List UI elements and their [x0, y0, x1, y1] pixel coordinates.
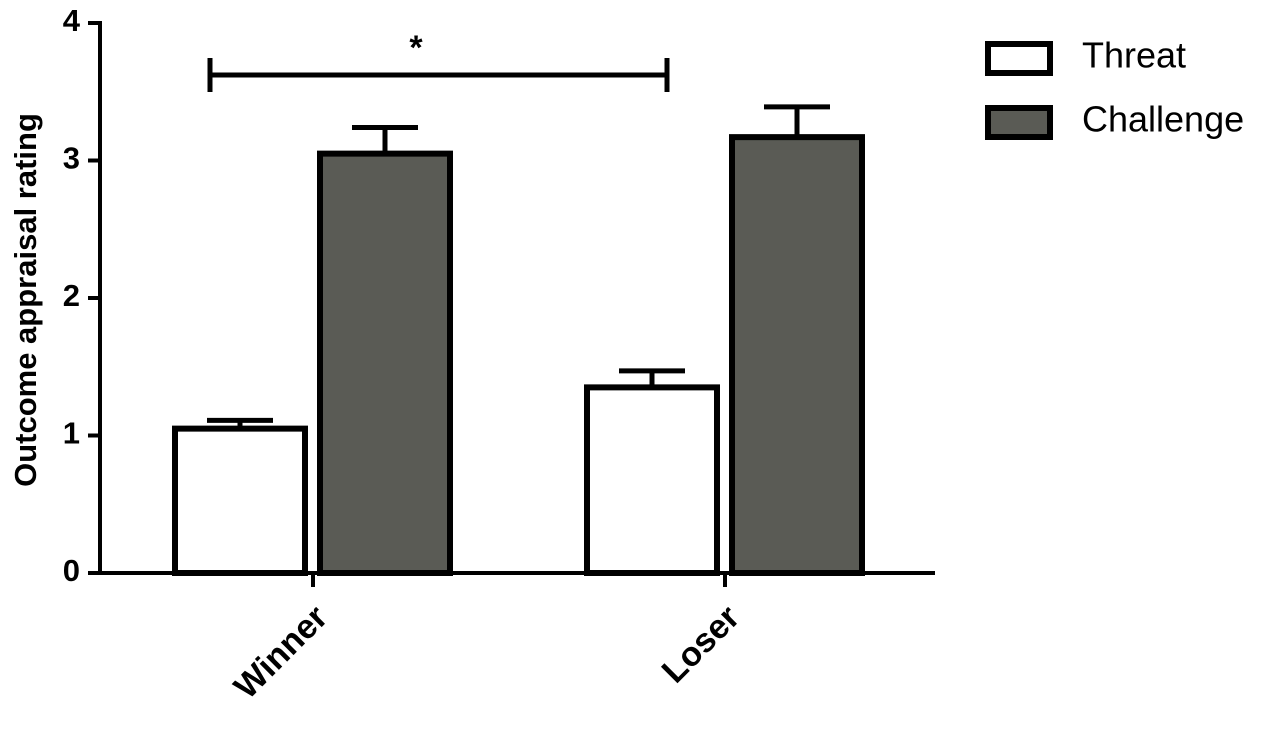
bar	[584, 384, 720, 576]
significance-star: *	[409, 29, 423, 67]
y-tick-label: 3	[63, 141, 80, 176]
y-tick-label: 1	[63, 416, 80, 451]
y-tick-label: 2	[63, 278, 80, 313]
legend-label: Challenge	[1082, 99, 1244, 140]
legend-label: Threat	[1082, 35, 1186, 76]
x-tick-label: Winner	[227, 598, 335, 706]
legend-swatch	[985, 105, 1053, 140]
bar	[729, 134, 865, 576]
y-tick-label: 4	[63, 3, 81, 38]
y-tick-label: 0	[63, 553, 80, 588]
x-tick-label: Loser	[655, 598, 747, 690]
legend-swatch	[985, 41, 1053, 76]
bar	[317, 150, 453, 576]
bar	[172, 425, 308, 576]
y-axis-label: Outcome appraisal rating	[8, 113, 43, 487]
